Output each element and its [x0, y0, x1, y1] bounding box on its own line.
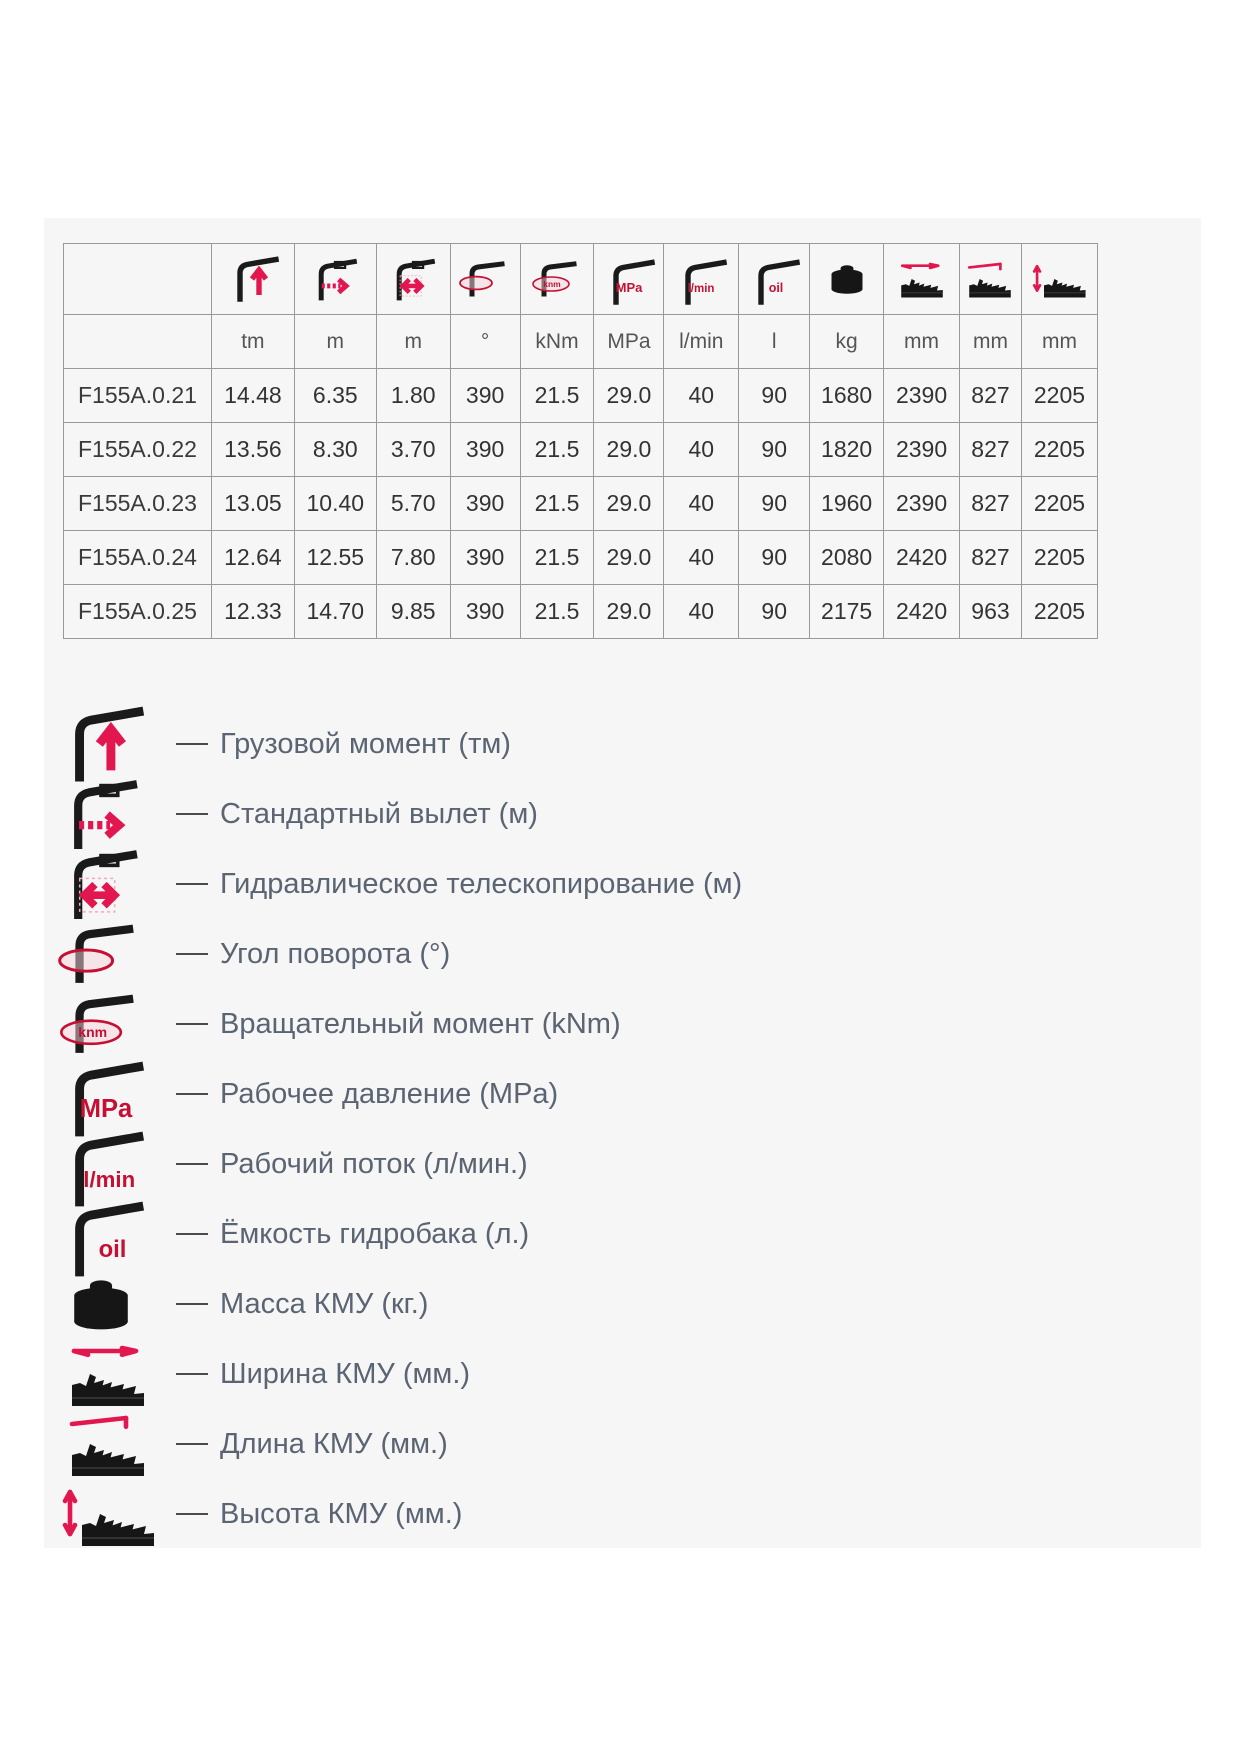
svg-text:knm: knm [78, 1024, 107, 1040]
svg-text:l/min: l/min [83, 1167, 135, 1192]
svg-text:oil: oil [769, 281, 784, 295]
svg-text:oil: oil [99, 1236, 127, 1263]
svg-text:knm: knm [543, 279, 561, 289]
svg-text:l/min: l/min [688, 283, 715, 295]
svg-text:MPa: MPa [616, 280, 644, 295]
svg-text:MPa: MPa [80, 1095, 133, 1123]
